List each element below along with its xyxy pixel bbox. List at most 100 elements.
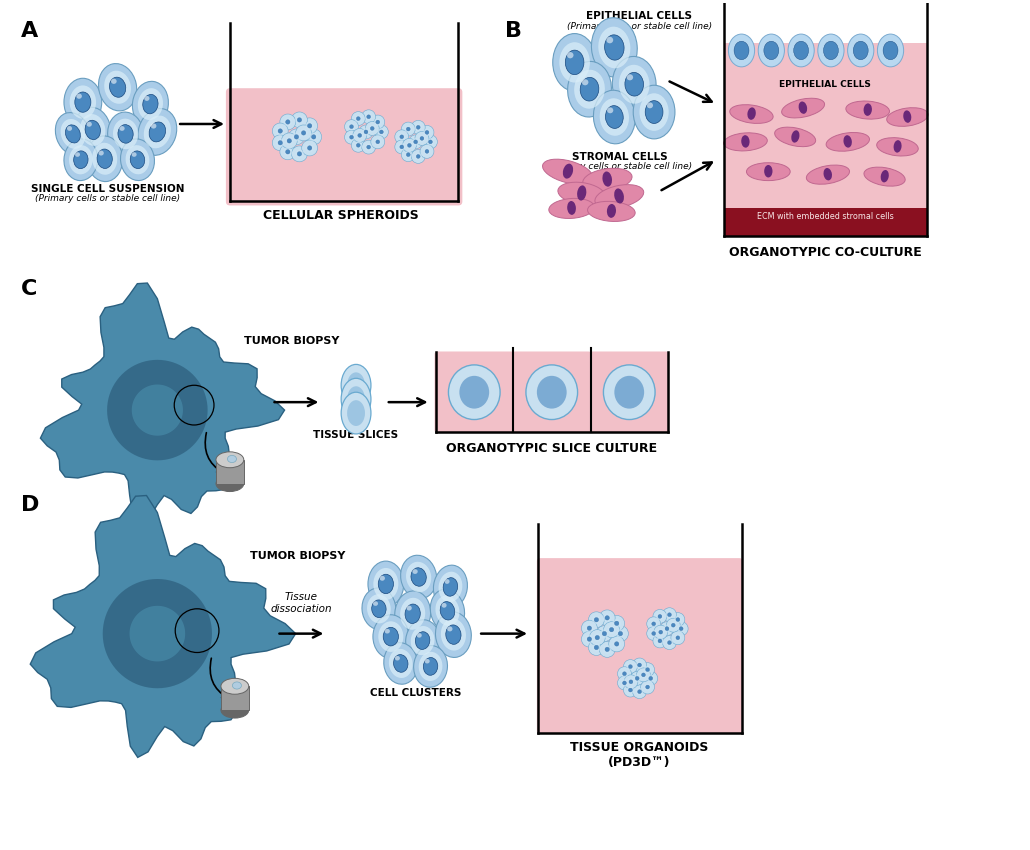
- Ellipse shape: [588, 612, 605, 627]
- Ellipse shape: [577, 185, 586, 201]
- Ellipse shape: [629, 680, 632, 683]
- Ellipse shape: [394, 591, 431, 637]
- Ellipse shape: [412, 570, 418, 574]
- Ellipse shape: [70, 86, 96, 119]
- Ellipse shape: [591, 18, 638, 77]
- Ellipse shape: [883, 41, 898, 60]
- Ellipse shape: [378, 128, 385, 136]
- Ellipse shape: [593, 90, 636, 144]
- Ellipse shape: [537, 376, 566, 409]
- Ellipse shape: [76, 94, 82, 99]
- Text: Tissue
dissociation: Tissue dissociation: [271, 592, 333, 614]
- Ellipse shape: [357, 133, 362, 138]
- Ellipse shape: [405, 604, 420, 623]
- Ellipse shape: [296, 125, 311, 141]
- Ellipse shape: [369, 125, 376, 133]
- Ellipse shape: [362, 588, 396, 630]
- Text: ORGANOTYPIC CO-CULTURE: ORGANOTYPIC CO-CULTURE: [728, 246, 922, 259]
- Ellipse shape: [347, 372, 365, 398]
- Ellipse shape: [638, 689, 642, 694]
- Ellipse shape: [425, 150, 428, 153]
- Ellipse shape: [228, 456, 237, 462]
- Ellipse shape: [349, 125, 353, 128]
- Ellipse shape: [748, 107, 756, 120]
- Polygon shape: [30, 496, 296, 757]
- Ellipse shape: [826, 133, 869, 151]
- Ellipse shape: [728, 34, 755, 67]
- Ellipse shape: [281, 133, 298, 149]
- Ellipse shape: [764, 165, 772, 178]
- Ellipse shape: [441, 619, 466, 650]
- Ellipse shape: [287, 139, 291, 143]
- Ellipse shape: [372, 600, 386, 618]
- Ellipse shape: [367, 145, 371, 149]
- Ellipse shape: [394, 656, 400, 660]
- Ellipse shape: [423, 148, 431, 156]
- Ellipse shape: [742, 135, 750, 148]
- Ellipse shape: [565, 50, 584, 75]
- Ellipse shape: [618, 676, 631, 690]
- Ellipse shape: [61, 119, 85, 149]
- Ellipse shape: [640, 671, 647, 678]
- Ellipse shape: [583, 168, 632, 191]
- Ellipse shape: [863, 104, 872, 116]
- Ellipse shape: [623, 683, 638, 697]
- Ellipse shape: [150, 123, 157, 128]
- Ellipse shape: [87, 122, 92, 127]
- Ellipse shape: [624, 675, 638, 688]
- Text: SINGLE CELL SUSPENSION: SINGLE CELL SUSPENSION: [31, 184, 184, 194]
- Ellipse shape: [650, 620, 657, 627]
- Ellipse shape: [615, 621, 619, 626]
- Ellipse shape: [632, 685, 647, 699]
- Ellipse shape: [674, 615, 682, 623]
- Ellipse shape: [636, 661, 644, 669]
- Ellipse shape: [375, 125, 388, 139]
- Ellipse shape: [644, 683, 651, 691]
- Ellipse shape: [423, 658, 438, 675]
- Text: TISSUE SLICES: TISSUE SLICES: [313, 430, 399, 440]
- Ellipse shape: [636, 688, 644, 695]
- Ellipse shape: [431, 589, 465, 632]
- Ellipse shape: [298, 151, 302, 156]
- Ellipse shape: [371, 135, 385, 149]
- Ellipse shape: [596, 626, 613, 642]
- Ellipse shape: [424, 659, 430, 664]
- Ellipse shape: [724, 133, 767, 151]
- Ellipse shape: [403, 139, 416, 152]
- Ellipse shape: [378, 575, 393, 593]
- Ellipse shape: [414, 140, 417, 144]
- Text: C: C: [22, 279, 38, 299]
- Ellipse shape: [605, 615, 610, 620]
- Ellipse shape: [75, 152, 80, 156]
- Ellipse shape: [600, 629, 609, 638]
- Ellipse shape: [678, 625, 685, 632]
- Ellipse shape: [610, 627, 614, 632]
- Text: (Primary cells or stable cell line): (Primary cells or stable cell line): [35, 194, 180, 202]
- Ellipse shape: [775, 128, 816, 147]
- Ellipse shape: [647, 675, 655, 683]
- Ellipse shape: [558, 182, 606, 205]
- Ellipse shape: [138, 109, 177, 156]
- Ellipse shape: [626, 74, 633, 81]
- Ellipse shape: [356, 132, 364, 139]
- Ellipse shape: [67, 126, 72, 131]
- Ellipse shape: [647, 617, 660, 631]
- Ellipse shape: [562, 164, 573, 178]
- Ellipse shape: [402, 148, 415, 162]
- Text: TUMOR BIOPSY: TUMOR BIOPSY: [249, 551, 345, 561]
- Ellipse shape: [667, 613, 672, 616]
- Ellipse shape: [121, 139, 154, 180]
- Ellipse shape: [903, 110, 912, 122]
- Ellipse shape: [445, 579, 449, 584]
- Ellipse shape: [658, 615, 662, 618]
- Ellipse shape: [416, 155, 420, 158]
- Ellipse shape: [85, 121, 101, 139]
- Ellipse shape: [398, 133, 406, 140]
- Ellipse shape: [405, 150, 412, 158]
- Ellipse shape: [373, 615, 409, 659]
- Ellipse shape: [376, 140, 380, 144]
- Ellipse shape: [864, 167, 905, 186]
- Ellipse shape: [665, 639, 674, 647]
- Polygon shape: [40, 283, 284, 524]
- Ellipse shape: [402, 122, 415, 136]
